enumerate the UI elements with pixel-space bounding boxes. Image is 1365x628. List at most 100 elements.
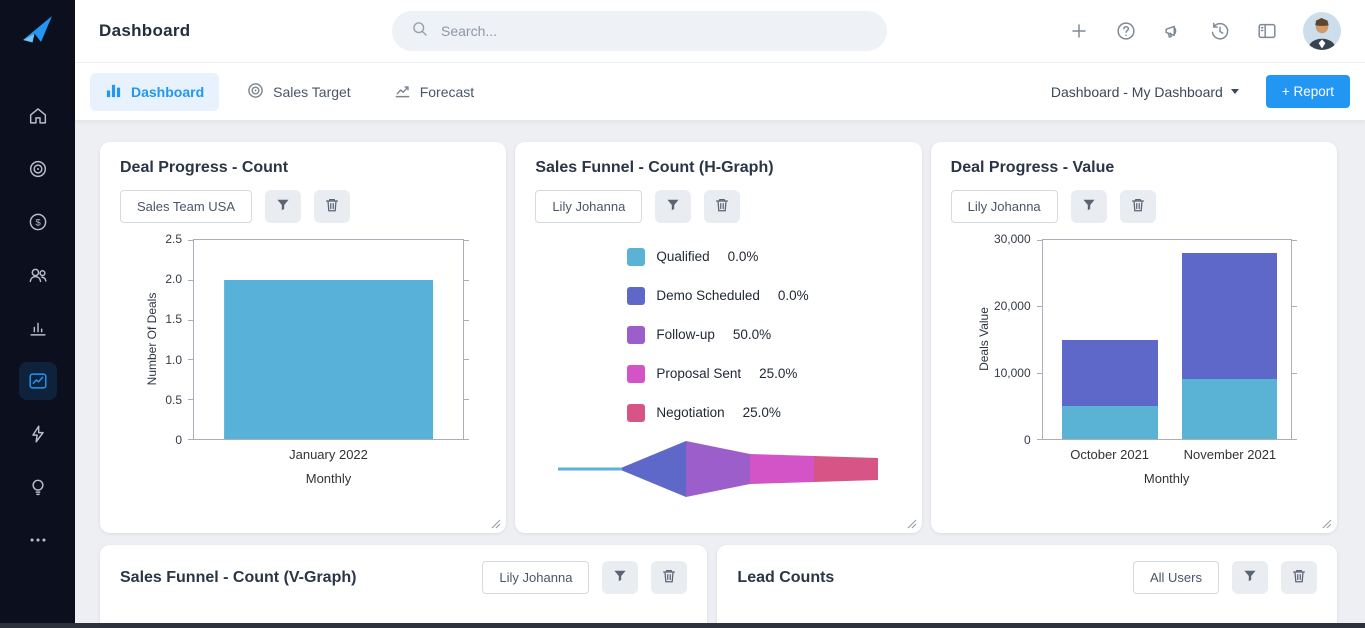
dashboard-selector[interactable]: Dashboard - My Dashboard xyxy=(1051,84,1239,100)
tick-mark xyxy=(464,240,469,241)
filter-button[interactable] xyxy=(602,561,639,594)
help-icon[interactable] xyxy=(1115,20,1137,42)
sidebar-item-insights[interactable] xyxy=(0,460,75,513)
sidebar-item-automation[interactable] xyxy=(0,407,75,460)
widget-controls: Lily Johanna xyxy=(535,190,901,223)
bolt-icon xyxy=(19,415,57,453)
delete-button[interactable] xyxy=(651,561,688,594)
window-bottom-edge xyxy=(0,623,1365,628)
legend-swatch xyxy=(627,403,646,422)
user-avatar[interactable] xyxy=(1303,12,1341,50)
tick-mark xyxy=(1291,240,1297,241)
dashboard-selector-label: Dashboard - My Dashboard xyxy=(1050,83,1223,100)
resize-handle-icon[interactable] xyxy=(907,519,917,529)
target-icon xyxy=(19,150,57,188)
contacts-icon xyxy=(19,256,57,294)
plus-icon[interactable] xyxy=(1068,20,1090,42)
user-filter-select[interactable]: Lily Johanna xyxy=(950,190,1058,223)
delete-button[interactable] xyxy=(1119,190,1156,223)
tick-mark xyxy=(1036,372,1042,374)
filter-button[interactable] xyxy=(265,190,302,223)
trash-icon xyxy=(661,568,677,587)
funnel-segment xyxy=(750,454,815,484)
search-bar[interactable] xyxy=(392,11,887,51)
sidebar-item-target[interactable] xyxy=(0,142,75,195)
widget-title: Deal Progress - Count xyxy=(120,159,289,176)
legend-label: Qualified xyxy=(656,249,710,264)
top-bar: Dashboard xyxy=(75,0,1365,62)
user-filter-select[interactable]: Lily Johanna xyxy=(482,561,590,594)
legend-item: Negotiation 25.0% xyxy=(627,403,808,422)
stacked-bar xyxy=(1062,240,1158,439)
bulb-icon xyxy=(19,468,57,506)
search-input[interactable] xyxy=(441,23,869,39)
legend-swatch xyxy=(627,247,646,266)
legend-percentage: 25.0% xyxy=(742,405,781,420)
tick-mark xyxy=(1291,439,1297,440)
widget-header: Lead Counts All Users xyxy=(737,561,1317,594)
tick-mark xyxy=(464,439,469,440)
legend-swatch xyxy=(627,325,646,344)
tab-label: Dashboard xyxy=(131,83,205,100)
tick-mark xyxy=(1036,306,1042,308)
tab-dashboard[interactable]: Dashboard xyxy=(90,72,220,111)
sidebar-item-contacts[interactable] xyxy=(0,248,75,301)
funnel-graphic-wrap xyxy=(558,441,879,497)
widget-title: Sales Funnel - Count (V-Graph) xyxy=(120,569,357,586)
filter-icon xyxy=(1081,197,1097,216)
delete-button[interactable] xyxy=(704,190,741,223)
add-report-button[interactable]: + Report xyxy=(1265,75,1350,108)
y-tick-label: 0 xyxy=(175,433,182,447)
main-area: Dashboard xyxy=(75,0,1365,628)
resize-handle-icon[interactable] xyxy=(491,519,501,529)
x-axis-title: Monthly xyxy=(305,471,352,486)
delete-button[interactable] xyxy=(314,190,351,223)
deal-value-yticks: 0 10,000 20,000 30,000 xyxy=(951,232,1037,447)
legend-label: Negotiation xyxy=(656,405,725,420)
filter-button[interactable] xyxy=(655,190,692,223)
panels-icon[interactable] xyxy=(1256,20,1278,42)
tabbar-right: Dashboard - My Dashboard + Report xyxy=(1051,75,1350,108)
sidebar-item-deals[interactable]: $ xyxy=(0,195,75,248)
bar-chart-icon xyxy=(19,309,57,347)
legend-percentage: 0.0% xyxy=(727,249,759,264)
sidebar-nav: $ xyxy=(0,89,75,566)
plot-wrap: October 2021 November 2021 Monthly xyxy=(1036,239,1297,486)
funnel-segment xyxy=(814,456,879,482)
forecast-tab-icon xyxy=(394,82,411,102)
tick-mark xyxy=(1291,306,1297,308)
sidebar-item-reports[interactable] xyxy=(0,301,75,354)
tick-mark xyxy=(188,319,193,321)
funnel-legend: Qualified 0.0% Demo Scheduled 0.0% Follow-up… xyxy=(627,247,809,442)
funnel-graphic xyxy=(558,441,879,497)
team-filter-select[interactable]: Sales Team USA xyxy=(120,190,253,223)
app-logo[interactable] xyxy=(0,0,75,62)
y-tick-label: 1.0 xyxy=(165,352,182,367)
legend-item: Proposal Sent 25.0% xyxy=(627,364,808,383)
tab-forecast[interactable]: Forecast xyxy=(379,73,489,111)
legend-label: Demo Scheduled xyxy=(656,288,760,303)
user-filter-select[interactable]: Lily Johanna xyxy=(535,190,643,223)
resize-handle-icon[interactable] xyxy=(1322,519,1332,529)
announcement-icon[interactable] xyxy=(1162,20,1184,42)
widget-sales-funnel-v: Sales Funnel - Count (V-Graph) Lily Joha… xyxy=(100,545,708,628)
tab-sales-target[interactable]: Sales Target xyxy=(232,73,366,111)
filter-button[interactable] xyxy=(1231,561,1268,594)
history-icon[interactable] xyxy=(1209,20,1231,42)
sidebar-item-more[interactable] xyxy=(0,513,75,566)
delete-button[interactable] xyxy=(1280,561,1317,594)
sidebar: $ xyxy=(0,0,75,628)
sidebar-item-analytics[interactable] xyxy=(0,354,75,407)
widget-title: Deal Progress - Value xyxy=(950,159,1115,176)
filter-button[interactable] xyxy=(1070,190,1107,223)
tab-label: Sales Target xyxy=(273,83,351,100)
sidebar-item-home[interactable] xyxy=(0,89,75,142)
x-tick-label: October 2021 xyxy=(1070,447,1150,462)
filter-icon xyxy=(1242,568,1258,587)
legend-label: Follow-up xyxy=(656,327,715,342)
tick-mark xyxy=(464,399,469,401)
x-axis-categories: October 2021 November 2021 xyxy=(1042,447,1292,464)
paper-plane-logo-icon xyxy=(21,14,55,49)
user-filter-select[interactable]: All Users xyxy=(1132,561,1219,594)
tick-mark xyxy=(464,279,469,281)
